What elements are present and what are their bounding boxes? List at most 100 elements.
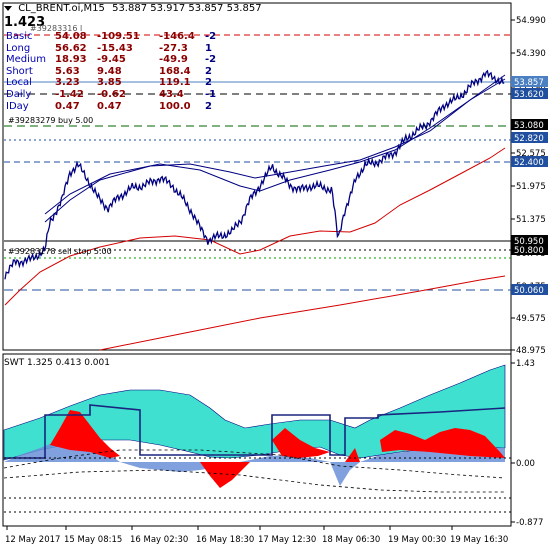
obscured-order-label: #39283316 l xyxy=(30,24,83,33)
stats-cell-v1: 54.08 xyxy=(55,31,87,42)
stats-cell-v3: 43.4 xyxy=(159,88,184,100)
stats-cell-v3: 119.1 xyxy=(159,77,191,89)
stats-cell-v4: 1 xyxy=(205,42,212,54)
stats-cell-v4: -2 xyxy=(205,54,217,66)
price-marker-label: 53.857 xyxy=(514,78,544,88)
buy-order-label[interactable]: #39283279 buy 5.00 xyxy=(8,116,94,125)
indicator-tick-label: 0.00 xyxy=(516,459,535,469)
stats-table: Basic 54.08 -109.51 -146.4 -2 Long 56.62 -15.43… xyxy=(6,31,225,112)
price-tick-label: 52.575 xyxy=(516,149,546,159)
stats-cell-v2: 0.47 xyxy=(97,100,122,112)
price-marker-label: 50.060 xyxy=(514,286,544,296)
price-marker xyxy=(511,156,548,167)
sell-stop-order-label[interactable]: #39283278 sell stop 5.00 xyxy=(8,247,112,256)
price-marker xyxy=(511,119,548,130)
price-tick-label: 54.990 xyxy=(516,16,546,26)
stats-row-daily: Daily -1.42 -0.62 43.4 -1 xyxy=(6,89,225,101)
stats-cell-v3: -49.9 xyxy=(159,54,188,66)
stats-cell-name: IDay xyxy=(6,100,29,112)
stats-cell-name: Short xyxy=(6,65,33,77)
stats-cell-v4: 2 xyxy=(205,65,212,77)
price-marker-label: 53.080 xyxy=(514,121,544,131)
stats-cell-name: Daily xyxy=(6,88,32,100)
indicator-red-hist xyxy=(380,428,505,458)
time-tick-label: 12 May 2017 xyxy=(5,535,60,545)
stats-cell-v2: -109.51 xyxy=(97,31,140,42)
symbol-label: CL_BRENT.oi,M15 xyxy=(18,3,105,14)
stats-cell-name: Basic xyxy=(6,31,33,42)
indicator-dashed-curve xyxy=(3,449,506,479)
stats-cell-v1: 56.62 xyxy=(55,42,87,54)
stats-cell-v4: -1 xyxy=(205,88,217,100)
stats-cell-name: Medium xyxy=(6,54,46,66)
price-series xyxy=(4,69,505,280)
indicator-label: SWT 1.325 0.413 0.001 xyxy=(4,358,110,368)
stats-cell-v2: -9.45 xyxy=(97,54,126,66)
ma-navy-1 xyxy=(44,78,506,223)
time-tick-label: 15 May 08:15 xyxy=(64,535,122,545)
stats-cell-v2: -0.62 xyxy=(97,88,126,100)
price-marker xyxy=(511,132,548,143)
price-tick-label: 54.390 xyxy=(516,49,546,59)
indicator-dashed-curve-2 xyxy=(3,469,505,493)
price-marker xyxy=(511,235,548,246)
time-tick-label: 16 May 18:30 xyxy=(196,535,254,545)
stats-cell-v4: -2 xyxy=(205,31,217,42)
price-marker-label: 50.800 xyxy=(514,246,544,256)
chart-header: CL_BRENT.oi,M15 53.887 53.917 53.857 53.… xyxy=(4,3,262,14)
price-marker xyxy=(511,76,548,87)
stats-cell-v3: 100.0 xyxy=(159,100,191,112)
time-tick-label: 19 May 16:30 xyxy=(450,535,508,545)
price-tick-label: 51.375 xyxy=(516,215,546,225)
time-tick-label: 16 May 02:30 xyxy=(130,535,188,545)
stats-row-medium: Medium 18.93 -9.45 -49.9 -2 xyxy=(6,54,225,66)
stats-cell-v2: 3.85 xyxy=(97,77,122,89)
indicator-red-hist xyxy=(200,462,250,488)
indicator-teal-area xyxy=(3,364,506,461)
stats-cell-v4: 2 xyxy=(205,77,212,89)
stats-cell-name: Local xyxy=(6,77,32,89)
symbol-dropdown-icon[interactable] xyxy=(4,5,12,11)
stats-cell-v1: 3.23 xyxy=(55,77,80,89)
price-marker-label: 52.820 xyxy=(514,134,544,144)
ohlc-values: 53.887 53.917 53.857 53.857 xyxy=(112,3,262,14)
price-tick-label: 48.975 xyxy=(516,346,546,356)
ma-red-long xyxy=(99,275,506,351)
stats-cell-v3: -146.4 xyxy=(159,31,195,42)
indicator-tick-label: -0.877 xyxy=(516,518,543,528)
indicator-red-hist xyxy=(272,428,330,458)
time-tick-label: 19 May 00:30 xyxy=(388,535,446,545)
stats-cell-v2: 9.48 xyxy=(97,65,122,77)
stats-row-basic: Basic 54.08 -109.51 -146.4 -2 xyxy=(6,31,225,43)
ma-navy-2 xyxy=(44,74,506,215)
stats-cell-v2: -15.43 xyxy=(97,42,133,54)
stats-cell-v1: 5.63 xyxy=(55,65,80,77)
price-marker xyxy=(511,284,548,295)
ma-red-short xyxy=(4,147,506,306)
price-marker-label: 50.950 xyxy=(514,237,544,247)
price-tick-label: 51.975 xyxy=(516,182,546,192)
stats-cell-name: Long xyxy=(6,42,31,54)
price-marker xyxy=(511,244,548,255)
indicator-tick-label: 1.43 xyxy=(516,359,535,369)
indicator-step-line xyxy=(4,404,506,459)
price-tick-label: 49.575 xyxy=(516,314,546,324)
price-marker xyxy=(511,88,548,99)
stats-row-short: Short 5.63 9.48 168.4 2 xyxy=(6,66,225,78)
indicator-red-hist xyxy=(345,448,360,462)
indicator-red-hist xyxy=(50,410,120,458)
big-value: 1.423 xyxy=(4,15,46,30)
time-tick-label: 17 May 12:30 xyxy=(258,535,316,545)
price-marker-label: 53.620 xyxy=(514,90,544,100)
stats-cell-v1: -1.42 xyxy=(55,88,84,100)
stats-row-iday: IDay 0.47 0.47 100.0 2 xyxy=(6,101,225,113)
stats-cell-v1: 18.93 xyxy=(55,54,87,66)
stats-row-local: Local 3.23 3.85 119.1 2 xyxy=(6,77,225,89)
stats-row-long: Long 56.62 -15.43 -27.3 1 xyxy=(6,43,225,55)
price-marker-label: 52.400 xyxy=(514,158,544,168)
time-tick-label: 18 May 06:30 xyxy=(322,535,380,545)
stats-cell-v3: 168.4 xyxy=(159,65,191,77)
stats-cell-v1: 0.47 xyxy=(55,100,80,112)
